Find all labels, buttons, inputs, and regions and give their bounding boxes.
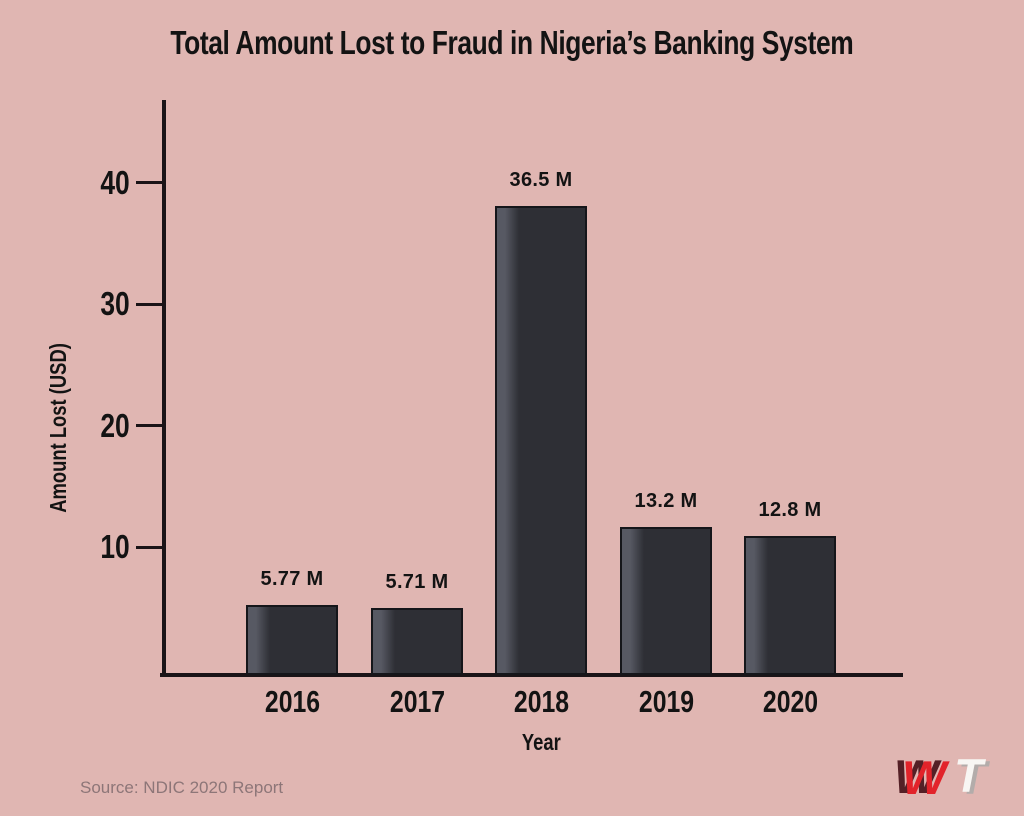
y-tick-line <box>136 424 164 427</box>
logo-letter-t-shadow: T <box>958 751 991 804</box>
y-tick-line <box>136 303 164 306</box>
x-tick-label-2016: 2016 <box>217 684 367 720</box>
year-label-text: 2020 <box>762 684 818 719</box>
bar-value-label: 5.77 M <box>260 568 324 590</box>
y-tick-label: 20 <box>100 407 130 444</box>
year-label-text: 2017 <box>389 684 445 719</box>
y-axis-title-text: Amount Lost (USD) <box>45 343 71 513</box>
source-note: Source: NDIC 2020 Report <box>80 778 284 797</box>
bar-value-label: 12.8 M <box>758 499 822 521</box>
y-tick-label: 30 <box>100 285 130 322</box>
x-axis-title-text: Year <box>521 729 561 755</box>
bar-2016 <box>246 605 338 675</box>
x-tick-label-2019: 2019 <box>591 684 741 720</box>
logo-letter-w-shadow: W <box>894 750 942 803</box>
y-axis-title: Amount Lost (USD) <box>42 278 74 578</box>
x-axis-line <box>160 673 903 677</box>
brand-logo: W W T T <box>894 749 991 804</box>
x-tick-label-2018: 2018 <box>466 684 616 720</box>
bar-2018 <box>495 206 587 675</box>
year-label-text: 2016 <box>264 684 320 719</box>
bar-value-label: 5.71 M <box>385 571 449 593</box>
year-label-text: 2018 <box>513 684 569 719</box>
chart-title: Total Amount Lost to Fraud in Nigeria’s … <box>0 24 1024 62</box>
bar-value-label: 13.2 M <box>634 490 698 512</box>
bar-2019 <box>620 527 712 675</box>
logo-letter-t: T <box>954 749 987 802</box>
chart-title-text: Total Amount Lost to Fraud in Nigeria’s … <box>170 24 854 61</box>
year-label-text: 2019 <box>638 684 694 719</box>
y-tick-label: 40 <box>100 164 130 201</box>
x-tick-label-2020: 2020 <box>715 684 865 720</box>
x-axis-title: Year <box>466 729 616 756</box>
bar-value-label: 36.5 M <box>509 169 573 191</box>
bar-2020 <box>744 536 836 675</box>
bar-2017 <box>371 608 463 675</box>
y-tick-label: 10 <box>100 528 130 565</box>
logo-letter-w: W <box>902 751 950 804</box>
y-tick-line <box>136 181 164 184</box>
y-tick-line <box>136 546 164 549</box>
y-axis-line <box>162 100 166 677</box>
x-tick-label-2017: 2017 <box>342 684 492 720</box>
